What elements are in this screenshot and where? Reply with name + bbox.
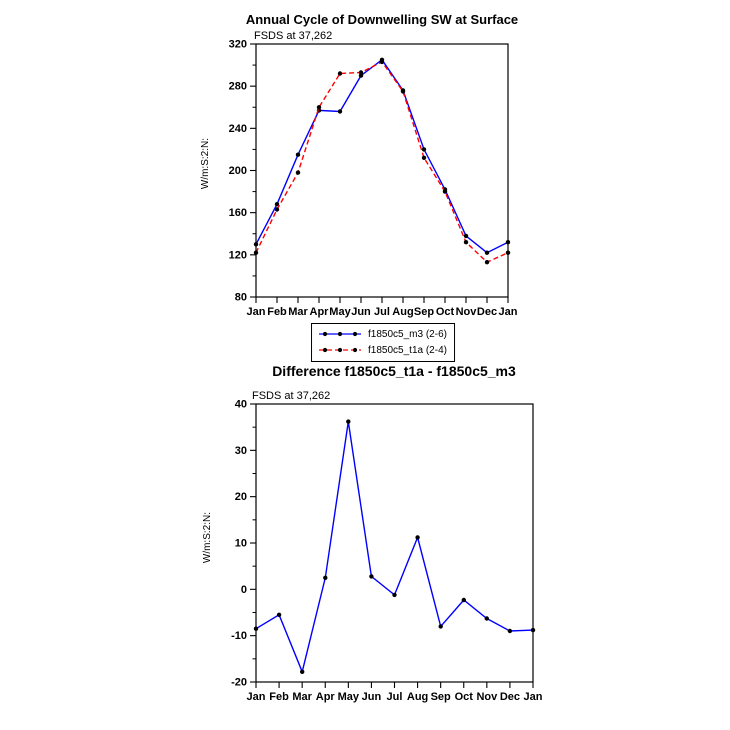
legend-marker-icon [352, 331, 358, 337]
svg-text:160: 160 [229, 207, 247, 219]
svg-text:Nov: Nov [476, 691, 498, 703]
svg-text:Jun: Jun [362, 691, 382, 703]
svg-text:Dec: Dec [477, 306, 497, 318]
svg-text:-20: -20 [231, 677, 247, 689]
top-chart-title: Annual Cycle of Downwelling SW at Surfac… [245, 12, 519, 27]
legend-entry-m3: f1850c5_m3 (2-6) [317, 326, 447, 342]
top-chart-subtitle: FSDS at 37,262 [254, 30, 333, 42]
svg-text:May: May [329, 306, 351, 318]
svg-text:Aug: Aug [392, 306, 413, 318]
bottom-chart-subtitle: FSDS at 37,262 [252, 390, 331, 402]
svg-text:Dec: Dec [500, 691, 520, 703]
svg-text:320: 320 [229, 39, 247, 51]
svg-text:Mar: Mar [288, 306, 308, 318]
svg-text:-10: -10 [231, 630, 247, 642]
svg-text:Apr: Apr [316, 691, 336, 703]
svg-text:Aug: Aug [407, 691, 428, 703]
svg-text:Oct: Oct [455, 691, 474, 703]
svg-text:30: 30 [235, 445, 247, 457]
legend-marker-icon [322, 331, 328, 337]
svg-text:Sep: Sep [414, 306, 434, 318]
svg-text:Sep: Sep [431, 691, 451, 703]
legend-marker-icon [337, 331, 343, 337]
svg-text:May: May [338, 691, 360, 703]
svg-text:10: 10 [235, 538, 247, 550]
svg-text:Mar: Mar [292, 691, 312, 703]
svg-text:Jan: Jan [524, 691, 543, 703]
svg-text:Jul: Jul [374, 306, 390, 318]
svg-text:Jul: Jul [387, 691, 403, 703]
legend-line-solid-icon [319, 331, 362, 337]
bottom-chart-ylabel: W/m:S:2:N: [202, 512, 213, 564]
svg-text:Jan: Jan [247, 306, 266, 318]
legend-marker-icon [322, 347, 328, 353]
legend: f1850c5_m3 (2-6) f1850c5_t1a (2-4) [311, 323, 455, 362]
legend-entry-t1a: f1850c5_t1a (2-4) [317, 342, 447, 358]
svg-text:Feb: Feb [267, 306, 287, 318]
svg-text:240: 240 [229, 123, 247, 135]
svg-text:Jun: Jun [351, 306, 371, 318]
legend-label-m3: f1850c5_m3 (2-6) [368, 328, 447, 340]
svg-text:Oct: Oct [436, 306, 455, 318]
svg-text:200: 200 [229, 165, 247, 177]
svg-text:20: 20 [235, 491, 247, 503]
svg-text:Nov: Nov [456, 306, 478, 318]
top-chart-ylabel: W/m:S:2:N: [200, 138, 211, 190]
svg-text:Apr: Apr [310, 306, 330, 318]
svg-text:0: 0 [241, 584, 247, 596]
svg-text:Jan: Jan [247, 691, 266, 703]
legend-marker-icon [337, 347, 343, 353]
svg-text:40: 40 [235, 399, 247, 411]
svg-text:280: 280 [229, 81, 247, 93]
svg-text:Feb: Feb [269, 691, 289, 703]
svg-text:80: 80 [235, 292, 247, 304]
legend-label-t1a: f1850c5_t1a (2-4) [368, 344, 447, 356]
bottom-chart-title: Difference f1850c5_t1a - f1850c5_m3 [272, 363, 516, 379]
svg-text:120: 120 [229, 249, 247, 261]
legend-line-dashed-icon [319, 347, 362, 353]
legend-marker-icon [352, 347, 358, 353]
svg-text:Jan: Jan [499, 306, 518, 318]
